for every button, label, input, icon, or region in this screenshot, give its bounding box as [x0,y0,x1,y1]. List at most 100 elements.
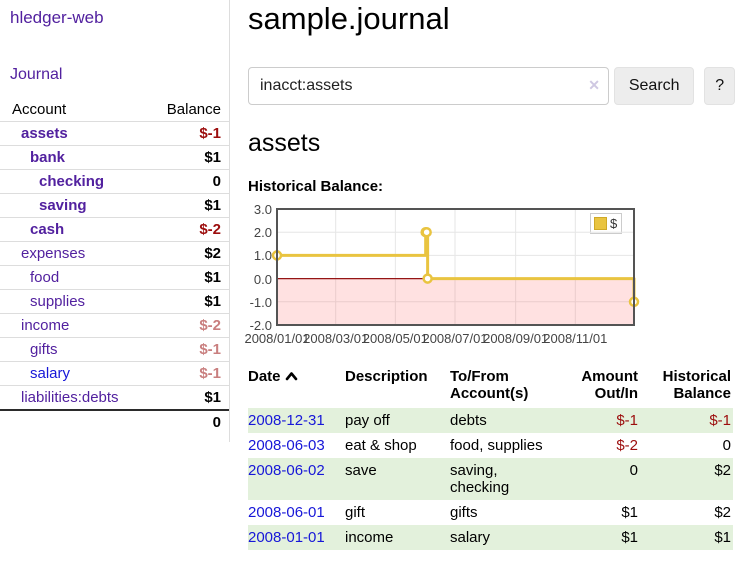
transaction-amount: $-1 [616,412,638,429]
account-link[interactable]: income [21,317,70,334]
data-point-marker [421,226,432,238]
transaction-row: 2008-01-01 income salary $1 $1 [248,525,733,550]
column-header-amount: Amount Out/In [581,368,638,402]
search-button[interactable]: Search [614,67,695,105]
accounts-total-balance: 0 [151,409,229,434]
account-link[interactable]: supplies [30,293,86,310]
transaction-date-link[interactable]: 2008-01-01 [248,529,325,546]
register-body: 2008-12-31 pay off debts $-1 $-1 2008-06-03 ea… [248,408,733,550]
transaction-date-link[interactable]: 2008-06-01 [248,504,325,521]
accounts-body: assets $-1 bank $1 checking 0 saving $1 cash $-2 e… [0,122,229,410]
search-form: ✕ Search ? [248,67,735,105]
sidebar: hledger-web Journal Account Balance asse… [0,0,230,442]
account-balance: $1 [204,293,221,310]
account-balance: $1 [204,197,221,214]
search-input-wrap: ✕ [248,67,609,105]
transaction-balance: $-1 [709,412,731,429]
page-title: sample.journal [248,1,450,36]
account-balance: $-2 [199,221,221,238]
accounts-col-balance: Balance [166,101,221,118]
transaction-row: 2008-06-02 save saving, checking 0 $2 [248,458,733,500]
account-balance: $1 [204,389,221,406]
account-link[interactable]: bank [30,149,66,166]
account-row: food $1 [0,266,229,290]
account-row: income $-2 [0,314,229,338]
account-row: cash $-2 [0,218,229,242]
account-link[interactable]: expenses [21,245,86,262]
accounts-col-account: Account [12,101,67,118]
account-link[interactable]: checking [39,173,105,190]
account-link[interactable]: saving [39,197,87,214]
negative-region [277,278,634,325]
sort-asc-icon [285,368,298,385]
legend-swatch-icon [594,217,607,230]
transaction-amount: $1 [621,529,638,546]
transaction-date-link[interactable]: 2008-06-03 [248,437,325,454]
column-header-tofrom: To/From Account(s) [450,368,529,402]
accounts-table: Account Balance assets $-1 bank $1 checking 0… [0,98,229,434]
transaction-amount: 0 [629,462,638,479]
main-content: sample.journal ✕ Search ? assets Histori… [244,0,735,550]
account-row: expenses $2 [0,242,229,266]
sidebar-item-journal[interactable]: Journal [10,66,63,83]
transaction-accounts: food, supplies [450,437,543,454]
accounts-total-row: 0 [0,409,229,434]
account-heading: assets [248,129,321,157]
transaction-amount: $1 [621,504,638,521]
transaction-row: 2008-06-03 eat & shop food, supplies $-2 0 [248,433,733,458]
account-balance: $1 [204,149,221,166]
clear-search-icon[interactable]: ✕ [588,77,600,93]
account-row: checking 0 [0,170,229,194]
transaction-balance: $1 [714,529,731,546]
transaction-description: pay off [345,412,390,429]
transaction-row: 2008-06-01 gift gifts $1 $2 [248,500,733,525]
account-row: supplies $1 [0,290,229,314]
search-input[interactable] [248,67,609,105]
account-row: assets $-1 [0,122,229,146]
transaction-accounts: gifts [450,504,478,521]
account-link[interactable]: assets [21,125,68,142]
transaction-balance: $2 [714,462,731,479]
historical-balance-chart: $ 3.0 2.0 1.0 0.0 -1.0 -2.0 2008/01/01 2008/03/… [244,202,741,349]
column-header-date[interactable]: Date [248,366,345,408]
transaction-accounts: saving, checking [450,462,510,496]
account-link[interactable]: salary [30,365,71,382]
account-row: liabilities:debts $1 [0,386,229,410]
account-link[interactable]: food [30,269,60,286]
account-link[interactable]: cash [30,221,65,238]
chart-legend: $ [590,213,623,234]
account-balance: $2 [204,245,221,262]
account-balance: $-1 [199,125,221,142]
chart-canvas [271,208,640,326]
legend-label: $ [610,216,618,231]
account-row: gifts $-1 [0,338,229,362]
transaction-accounts: salary [450,529,491,546]
transaction-description: eat & shop [345,437,417,454]
help-button[interactable]: ? [704,67,735,105]
transaction-balance: 0 [722,437,731,454]
account-balance: $-2 [199,317,221,334]
transaction-description: income [345,529,394,546]
transaction-row: 2008-12-31 pay off debts $-1 $-1 [248,408,733,433]
brand-link[interactable]: hledger-web [10,8,104,27]
accounts-header-row: Account Balance [0,98,229,122]
account-link[interactable]: liabilities:debts [21,389,119,406]
transaction-date-link[interactable]: 2008-12-31 [248,412,325,429]
account-row: saving $1 [0,194,229,218]
account-link[interactable]: gifts [30,341,58,358]
transaction-description: save [345,462,377,479]
column-header-description: Description [345,368,428,385]
transaction-date-link[interactable]: 2008-06-02 [248,462,325,479]
column-header-historical: Historical Balance [662,368,731,402]
account-balance: $1 [204,269,221,286]
transaction-amount: $-2 [616,437,638,454]
account-balance: 0 [212,173,221,190]
register-table: Date Description To/From Account(s) Amount … [248,366,733,550]
register-header-row: Date Description To/From Account(s) Amount … [248,366,733,408]
account-row: bank $1 [0,146,229,170]
account-balance: $-1 [199,341,221,358]
transaction-balance: $2 [714,504,731,521]
transaction-accounts: debts [450,412,487,429]
data-point-marker [422,273,433,284]
